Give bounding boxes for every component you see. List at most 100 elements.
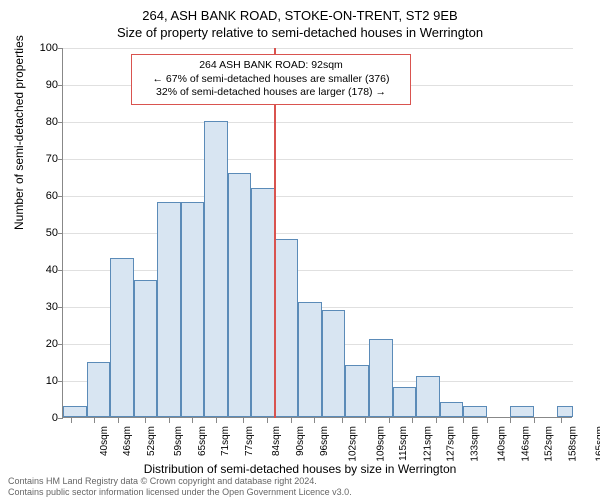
gridline <box>63 48 573 49</box>
ytick-mark <box>58 307 63 308</box>
ytick-mark <box>58 344 63 345</box>
histogram-bar <box>87 362 111 418</box>
xtick-label: 52sqm <box>146 426 157 456</box>
chart-area: 0102030405060708090100264 ASH BANK ROAD:… <box>62 48 572 418</box>
y-axis-label: Number of semi-detached properties <box>12 35 26 230</box>
histogram-bar <box>510 406 534 417</box>
histogram-bar <box>275 239 299 417</box>
xtick-label: 96sqm <box>319 426 330 456</box>
histogram-bar <box>181 202 205 417</box>
xtick-mark <box>389 418 390 423</box>
xtick-label: 40sqm <box>99 426 110 456</box>
ytick-label: 40 <box>46 264 58 276</box>
gridline <box>63 122 573 123</box>
xtick-label: 127sqm <box>446 426 457 462</box>
xtick-mark <box>314 418 315 423</box>
xtick-label: 71sqm <box>220 426 231 456</box>
ytick-mark <box>58 85 63 86</box>
histogram-bar <box>228 173 252 417</box>
ytick-label: 30 <box>46 301 58 313</box>
xtick-label: 84sqm <box>271 426 282 456</box>
gridline <box>63 196 573 197</box>
annotation-line: 32% of semi-detached houses are larger (… <box>138 86 404 100</box>
xtick-label: 109sqm <box>375 426 386 462</box>
title-line-1: 264, ASH BANK ROAD, STOKE-ON-TRENT, ST2 … <box>0 0 600 23</box>
ytick-label: 10 <box>46 375 58 387</box>
xtick-mark <box>510 418 511 423</box>
histogram-bar <box>557 406 573 417</box>
xtick-mark <box>412 418 413 423</box>
xtick-mark <box>561 418 562 423</box>
ytick-mark <box>58 159 63 160</box>
histogram-bar <box>440 402 464 417</box>
ytick-mark <box>58 418 63 419</box>
xtick-label: 146sqm <box>520 426 531 462</box>
histogram-bar <box>204 121 228 417</box>
xtick-mark <box>145 418 146 423</box>
ytick-label: 50 <box>46 227 58 239</box>
histogram-bar <box>110 258 134 417</box>
footer-line-1: Contains HM Land Registry data © Crown c… <box>8 476 352 487</box>
histogram-bar <box>157 202 181 417</box>
ytick-label: 80 <box>46 116 58 128</box>
xtick-mark <box>534 418 535 423</box>
xtick-label: 158sqm <box>567 426 578 462</box>
gridline <box>63 270 573 271</box>
xtick-mark <box>436 418 437 423</box>
histogram-bar <box>134 280 158 417</box>
footer-attribution: Contains HM Land Registry data © Crown c… <box>8 476 352 498</box>
histogram-bar <box>416 376 440 417</box>
annotation-line: ← 67% of semi-detached houses are smalle… <box>138 73 404 87</box>
xtick-label: 59sqm <box>173 426 184 456</box>
xtick-label: 46sqm <box>122 426 133 456</box>
chart-container: 264, ASH BANK ROAD, STOKE-ON-TRENT, ST2 … <box>0 0 600 500</box>
gridline <box>63 159 573 160</box>
xtick-mark <box>216 418 217 423</box>
title-line-2: Size of property relative to semi-detach… <box>0 23 600 40</box>
annotation-box: 264 ASH BANK ROAD: 92sqm← 67% of semi-de… <box>131 54 411 105</box>
ytick-mark <box>58 270 63 271</box>
ytick-mark <box>58 122 63 123</box>
xtick-label: 90sqm <box>295 426 306 456</box>
ytick-mark <box>58 381 63 382</box>
xtick-label: 152sqm <box>544 426 555 462</box>
ytick-label: 90 <box>46 79 58 91</box>
xtick-label: 165sqm <box>595 426 600 462</box>
histogram-bar <box>345 365 369 417</box>
histogram-bar <box>463 406 487 417</box>
xtick-mark <box>243 418 244 423</box>
xtick-mark <box>487 418 488 423</box>
ytick-label: 0 <box>52 412 58 424</box>
xtick-label: 121sqm <box>422 426 433 462</box>
xtick-label: 65sqm <box>197 426 208 456</box>
xtick-label: 140sqm <box>497 426 508 462</box>
xtick-mark <box>365 418 366 423</box>
xtick-label: 133sqm <box>469 426 480 462</box>
xtick-mark <box>71 418 72 423</box>
ytick-mark <box>58 48 63 49</box>
xtick-mark <box>169 418 170 423</box>
xtick-label: 115sqm <box>398 426 409 461</box>
histogram-bar <box>369 339 393 417</box>
ytick-label: 70 <box>46 153 58 165</box>
histogram-bar <box>322 310 346 417</box>
xtick-mark <box>267 418 268 423</box>
xtick-mark <box>118 418 119 423</box>
footer-line-2: Contains public sector information licen… <box>8 487 352 498</box>
xtick-mark <box>342 418 343 423</box>
ytick-label: 20 <box>46 338 58 350</box>
histogram-bar <box>393 387 417 417</box>
xtick-mark <box>192 418 193 423</box>
ytick-label: 100 <box>40 42 58 54</box>
x-axis-label: Distribution of semi-detached houses by … <box>0 462 600 476</box>
xtick-mark <box>463 418 464 423</box>
xtick-mark <box>291 418 292 423</box>
plot-region: 0102030405060708090100264 ASH BANK ROAD:… <box>62 48 572 418</box>
ytick-label: 60 <box>46 190 58 202</box>
ytick-mark <box>58 196 63 197</box>
ytick-mark <box>58 233 63 234</box>
gridline <box>63 233 573 234</box>
histogram-bar <box>63 406 87 417</box>
histogram-bar <box>251 188 275 417</box>
xtick-mark <box>94 418 95 423</box>
